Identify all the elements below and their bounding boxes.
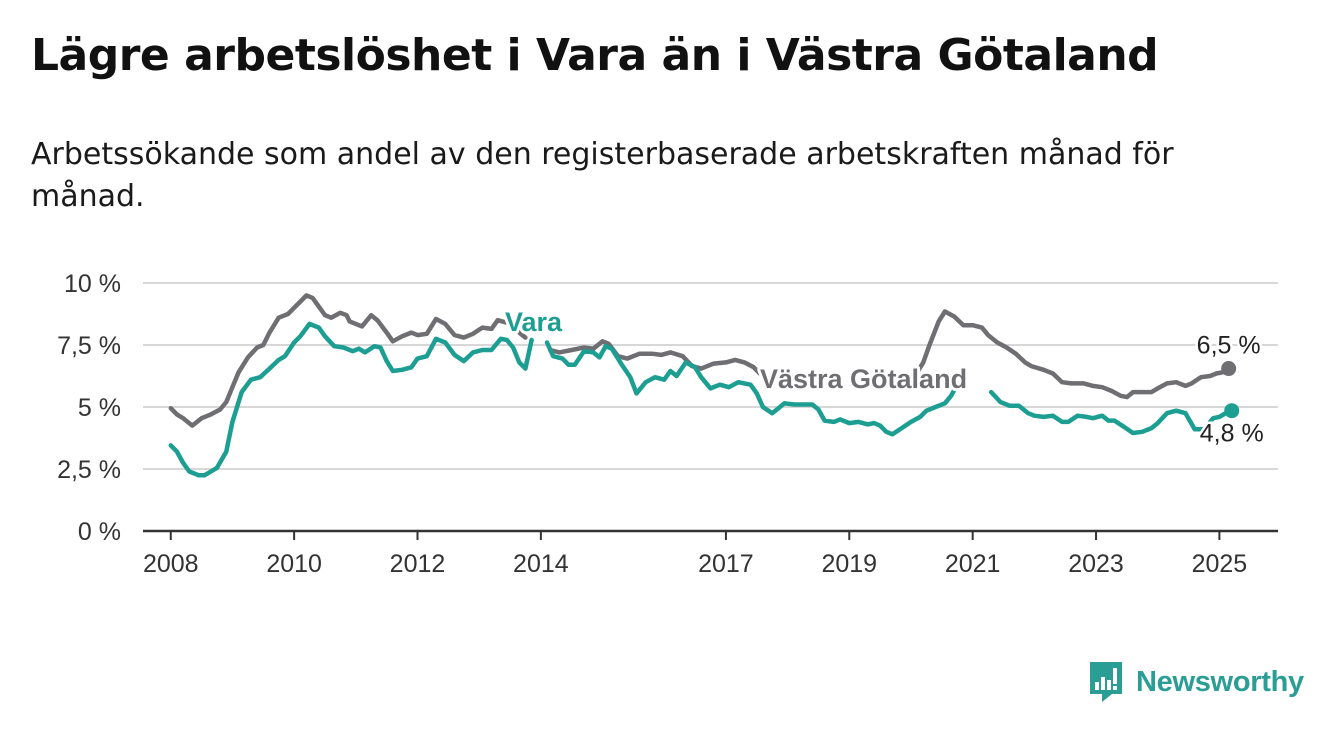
newsworthy-logo-icon (1090, 662, 1122, 702)
y-tick-label: 2,5 % (57, 456, 121, 484)
x-tick-label: 2008 (143, 550, 199, 578)
series-end-label: 6,5 % (1197, 332, 1261, 360)
series-label: Västra Götaland (760, 364, 967, 394)
series-labels: Vara Västra Götaland 6,5 % 4,8 % (502, 304, 1266, 450)
page-title: Lägre arbetslöshet i Vara än i Västra Gö… (31, 30, 1159, 81)
x-tick-label: 2025 (1192, 550, 1248, 578)
series-end-marker (1221, 361, 1237, 377)
logo-text: Newsworthy (1136, 665, 1304, 698)
series-label: Vara (505, 307, 563, 337)
x-tick-label: 2010 (266, 550, 322, 578)
y-axis-ticks: 0 % 2,5 % 5 % 7,5 % 10 % (57, 270, 121, 546)
x-tick-label: 2021 (945, 550, 1001, 578)
x-tick-label: 2014 (513, 550, 569, 578)
series-end-marker (1224, 403, 1240, 419)
y-tick-label: 7,5 % (57, 332, 121, 360)
x-tick-label: 2023 (1068, 550, 1124, 578)
x-tick-label: 2012 (390, 550, 446, 578)
y-tick-label: 5 % (78, 394, 121, 422)
y-tick-label: 10 % (64, 270, 121, 298)
x-axis-ticks: 2008 2010 2012 2014 2017 2019 2021 2023 2025 (143, 531, 1247, 578)
series-end-label: 4,8 % (1200, 420, 1264, 448)
x-tick-label: 2017 (698, 550, 754, 578)
series-line-vara (168, 321, 1234, 478)
x-tick-label: 2019 (821, 550, 877, 578)
series-lines (168, 293, 1240, 478)
series-line-v-stra-g-taland (168, 293, 1231, 428)
newsworthy-logo: Newsworthy (1088, 660, 1304, 704)
y-tick-label: 0 % (78, 518, 121, 546)
grid-lines (143, 282, 1278, 470)
page-subtitle: Arbetssökande som andel av den registerb… (31, 137, 1174, 214)
